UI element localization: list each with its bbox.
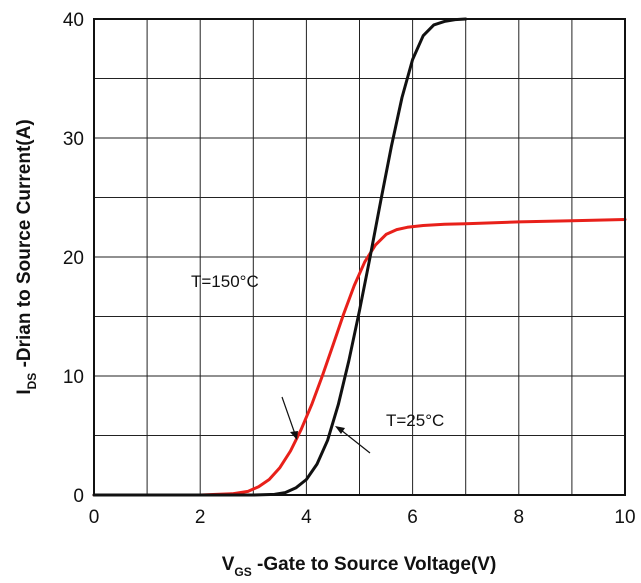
- curves: [92, 17, 627, 497]
- x-axis-label-sub: GS: [234, 565, 251, 579]
- y-tick-label: 40: [63, 10, 84, 31]
- plot-frame: [93, 18, 626, 496]
- x-tick-label: 2: [195, 507, 206, 528]
- y-axis-label-sub: DS: [25, 373, 39, 390]
- x-axis-label-main: V: [222, 554, 235, 575]
- y-tick-label: 30: [63, 129, 84, 150]
- x-tick-label: 10: [614, 507, 635, 528]
- x-tick-label: 4: [301, 507, 312, 528]
- annotations: T=150°C T=25°C: [191, 272, 444, 454]
- annotation-t150-arrowhead: [290, 431, 298, 440]
- x-tick-labels: 0 2 4 6 8 10: [89, 507, 636, 528]
- y-axis-label-main: I: [14, 389, 35, 394]
- annotation-t25-arrowhead: [335, 426, 345, 434]
- x-tick-label: 8: [514, 507, 525, 528]
- x-axis-label-rest: -Gate to Source Voltage(V): [252, 554, 497, 575]
- y-tick-label: 20: [63, 248, 84, 269]
- annotation-t150-arrow: [281, 396, 296, 435]
- series-line-t150: [92, 218, 627, 497]
- annotation-t25-arrow: [340, 429, 371, 454]
- y-tick-label: 10: [63, 367, 84, 388]
- grid: [93, 18, 626, 496]
- x-tick-label: 6: [407, 507, 418, 528]
- y-tick-label: 0: [73, 486, 84, 507]
- series-line-t25: [92, 17, 468, 497]
- y-axis-label: IDS -Drian to Source Current(A): [14, 119, 39, 394]
- annotation-t25: T=25°C: [386, 411, 444, 430]
- x-axis-label: VGS -Gate to Source Voltage(V): [222, 554, 497, 579]
- y-axis-label-rest: -Drian to Source Current(A): [14, 119, 35, 372]
- annotation-t150: T=150°C: [191, 272, 259, 291]
- y-tick-labels: 0 10 20 30 40: [63, 10, 84, 507]
- x-tick-label: 0: [89, 507, 100, 528]
